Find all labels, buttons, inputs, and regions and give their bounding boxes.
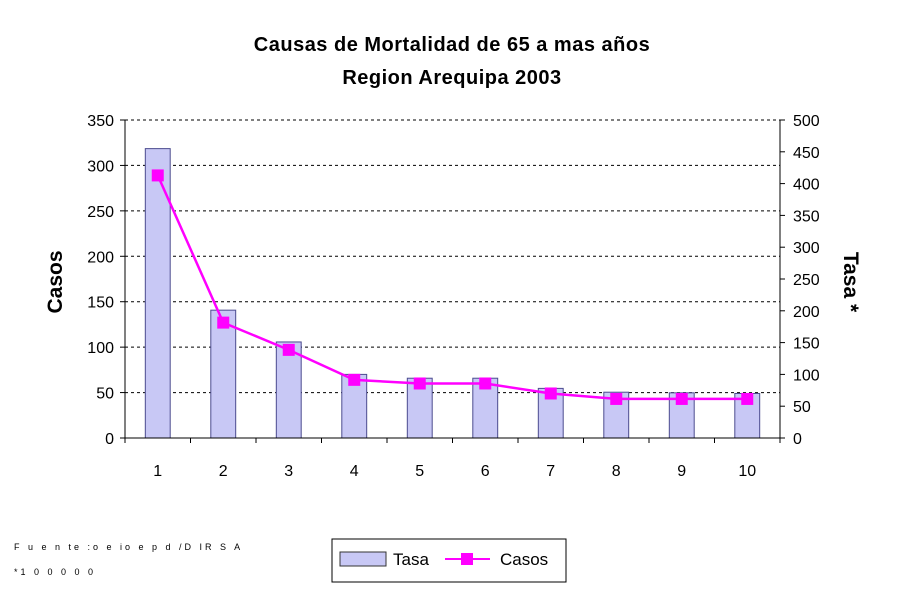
- tick-labels: 0501001502002503003500501001502002503003…: [87, 113, 820, 480]
- bar: [210, 309, 237, 439]
- casos-line: [156, 174, 748, 401]
- y2-tick-label: 300: [793, 240, 820, 257]
- y2-tick-label: 450: [793, 145, 820, 162]
- chart-subtitle: Region Arequipa 2003: [342, 67, 561, 89]
- bar: [275, 341, 302, 439]
- x-tick-label: 7: [546, 463, 555, 480]
- casos-point: [282, 343, 295, 356]
- casos-point: [413, 377, 426, 390]
- x-tick-label: 9: [677, 463, 686, 480]
- casos-point: [544, 387, 557, 400]
- bar-series: [144, 148, 761, 439]
- y-tick-label: 250: [87, 204, 114, 221]
- legend-marker-casos: [461, 553, 473, 565]
- legend: Tasa Casos: [331, 538, 567, 583]
- y-tick-label: 350: [87, 113, 114, 130]
- legend-swatch-tasa: [339, 551, 387, 567]
- x-tick-label: 3: [284, 463, 293, 480]
- y-tick-label: 300: [87, 158, 114, 175]
- casos-point: [151, 169, 164, 182]
- y2-axis-title: Tasa *: [839, 252, 862, 313]
- casos-point: [348, 373, 361, 386]
- y-axis-title: Casos: [44, 250, 67, 313]
- casos-point: [741, 392, 754, 405]
- y-tick-label: 200: [87, 249, 114, 266]
- y2-tick-label: 350: [793, 208, 820, 225]
- y-tick-label: 150: [87, 295, 114, 312]
- factor-note: *1 0 0 0 0 0: [14, 567, 96, 577]
- x-tick-label: 1: [153, 463, 162, 480]
- x-tick-label: 8: [612, 463, 621, 480]
- line-series: [151, 169, 754, 405]
- y2-tick-label: 150: [793, 336, 820, 353]
- x-tick-label: 4: [350, 463, 359, 480]
- casos-point: [675, 392, 688, 405]
- y2-tick-label: 200: [793, 304, 820, 321]
- x-tick-label: 6: [481, 463, 490, 480]
- casos-point: [217, 316, 230, 329]
- y2-tick-label: 250: [793, 272, 820, 289]
- x-tick-label: 2: [219, 463, 228, 480]
- legend-label-tasa: Tasa: [393, 550, 429, 569]
- x-tick-label: 5: [415, 463, 424, 480]
- y-tick-label: 50: [96, 386, 114, 403]
- y-tick-label: 100: [87, 340, 114, 357]
- casos-point: [610, 392, 623, 405]
- chart-title: Causas de Mortalidad de 65 a mas años: [254, 34, 650, 56]
- y2-tick-label: 50: [793, 399, 811, 416]
- y2-tick-label: 0: [793, 431, 802, 448]
- source-note: F u e n te :o e io e p d /D IR S A: [14, 542, 243, 552]
- y2-tick-label: 100: [793, 367, 820, 384]
- x-tick-label: 10: [738, 463, 756, 480]
- y2-tick-label: 400: [793, 177, 820, 194]
- axes: [120, 119, 785, 443]
- casos-point: [479, 377, 492, 390]
- y2-tick-label: 500: [793, 113, 820, 130]
- legend-label-casos: Casos: [500, 550, 548, 569]
- y-tick-label: 0: [105, 431, 114, 448]
